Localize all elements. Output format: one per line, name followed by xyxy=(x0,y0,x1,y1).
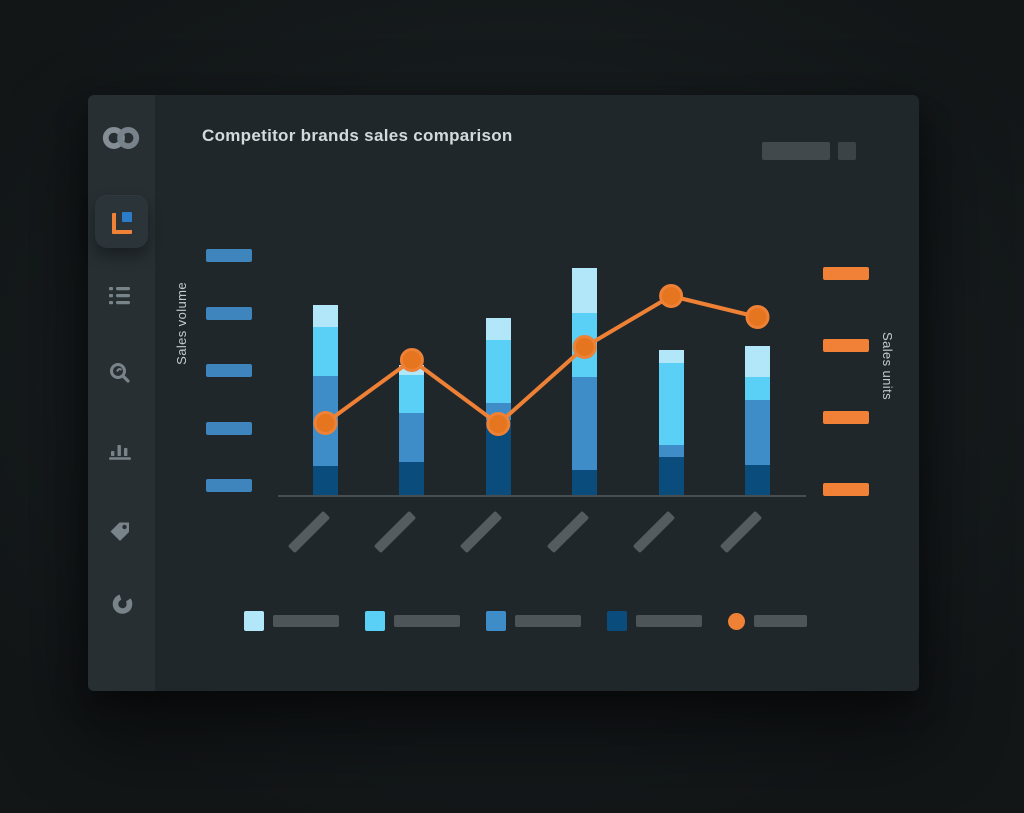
bar-segment-light-cyan[interactable] xyxy=(485,340,511,403)
x-axis-label-placeholder xyxy=(632,510,676,554)
data-point-marker[interactable] xyxy=(659,284,684,308)
bar-segment-pale-cyan-top[interactable] xyxy=(658,350,684,363)
legend-swatch-square xyxy=(486,611,506,631)
x-axis-label-placeholder xyxy=(460,510,503,554)
y-axis-label-left: Sales volume xyxy=(174,282,189,365)
line-series-overlay xyxy=(313,284,770,436)
sidebar-item-settings[interactable] xyxy=(111,592,135,616)
tag-icon xyxy=(110,522,129,541)
chart-builder-icon xyxy=(110,210,134,234)
bar-segment-medium-blue[interactable] xyxy=(745,400,770,465)
legend-swatch-circle xyxy=(728,612,745,630)
bar-segment-light-cyan[interactable] xyxy=(399,375,425,413)
legend-label-placeholder xyxy=(515,615,581,627)
axis-tick-placeholder xyxy=(206,364,252,377)
stacked-bar[interactable] xyxy=(658,350,684,497)
x-axis-label-placeholder xyxy=(373,510,417,554)
bar-segment-pale-cyan-top[interactable] xyxy=(745,346,770,377)
axis-tick-placeholder xyxy=(823,411,869,424)
bar-segment-medium-blue[interactable] xyxy=(572,377,598,470)
y-axis-label-right: Sales units xyxy=(880,332,895,400)
gear-icon xyxy=(112,594,133,614)
list-icon xyxy=(109,287,130,305)
data-point-marker[interactable] xyxy=(399,348,424,372)
bar-segment-dark-navy-bottom[interactable] xyxy=(572,470,598,497)
axis-tick-placeholder xyxy=(823,267,869,280)
legend-label-placeholder xyxy=(754,615,807,627)
chart-legend xyxy=(244,611,807,631)
data-point-marker[interactable] xyxy=(486,412,511,436)
bar-segment-pale-cyan-top[interactable] xyxy=(485,318,511,340)
header-placeholder-square-button[interactable] xyxy=(838,142,856,160)
bar-segment-pale-cyan-top[interactable] xyxy=(572,268,598,313)
bar-segment-dark-navy-bottom[interactable] xyxy=(313,466,338,497)
bar-segment-light-cyan[interactable] xyxy=(313,327,338,376)
plot-area xyxy=(278,257,806,497)
trend-line xyxy=(323,294,760,426)
axis-tick-placeholder xyxy=(206,421,252,435)
legend-label-placeholder xyxy=(273,615,339,627)
data-point-marker[interactable] xyxy=(313,411,338,435)
axis-tick-placeholder xyxy=(206,479,252,492)
data-point-marker[interactable] xyxy=(745,305,770,329)
bar-segment-light-cyan[interactable] xyxy=(658,363,684,445)
bar-segment-light-cyan[interactable] xyxy=(745,377,770,400)
sidebar-item-analytics[interactable] xyxy=(107,439,133,461)
data-point-marker[interactable] xyxy=(572,335,597,359)
stacked-bar[interactable] xyxy=(745,346,770,497)
bar-segment-medium-blue[interactable] xyxy=(658,445,684,457)
axis-tick-placeholder xyxy=(823,339,869,352)
legend-item[interactable] xyxy=(365,611,460,631)
bar-segment-pale-cyan-top[interactable] xyxy=(313,305,338,327)
page-title: Competitor brands sales comparison xyxy=(202,126,513,145)
sidebar-item-chart-builder[interactable] xyxy=(95,195,148,248)
axis-tick-placeholder xyxy=(206,306,252,320)
legend-item[interactable] xyxy=(607,611,702,631)
bar-segment-dark-navy-bottom[interactable] xyxy=(399,462,425,497)
sidebar-item-list[interactable] xyxy=(108,285,134,307)
sidebar xyxy=(88,95,155,691)
search-icon xyxy=(110,363,130,383)
sidebar-item-search[interactable] xyxy=(108,361,132,385)
bar-chart-icon xyxy=(109,445,131,460)
legend-item[interactable] xyxy=(486,611,581,631)
x-axis-label-placeholder xyxy=(287,510,330,554)
legend-swatch-square xyxy=(607,611,627,631)
x-axis-label-placeholder xyxy=(546,510,589,554)
left-axis-ticks xyxy=(206,249,252,499)
infinity-logo-icon xyxy=(100,123,142,153)
x-axis-labels xyxy=(278,510,806,570)
axis-tick-placeholder xyxy=(823,483,869,496)
legend-swatch-square xyxy=(365,611,385,631)
dashboard-card: Competitor brands sales comparison Sales… xyxy=(88,95,919,691)
x-axis-label-placeholder xyxy=(719,510,762,554)
x-axis-baseline xyxy=(278,495,806,497)
axis-tick-placeholder xyxy=(206,249,252,262)
legend-swatch-square xyxy=(244,611,264,631)
bar-segment-dark-navy-bottom[interactable] xyxy=(658,457,684,497)
bar-segment-dark-navy-bottom[interactable] xyxy=(745,465,770,497)
sidebar-item-tags[interactable] xyxy=(107,519,133,545)
legend-label-placeholder xyxy=(394,615,460,627)
bar-segment-medium-blue[interactable] xyxy=(399,413,425,462)
legend-item[interactable] xyxy=(728,612,807,630)
legend-label-placeholder xyxy=(636,615,702,627)
legend-item[interactable] xyxy=(244,611,339,631)
right-axis-ticks xyxy=(823,267,869,497)
header-placeholder-button[interactable] xyxy=(762,142,830,160)
